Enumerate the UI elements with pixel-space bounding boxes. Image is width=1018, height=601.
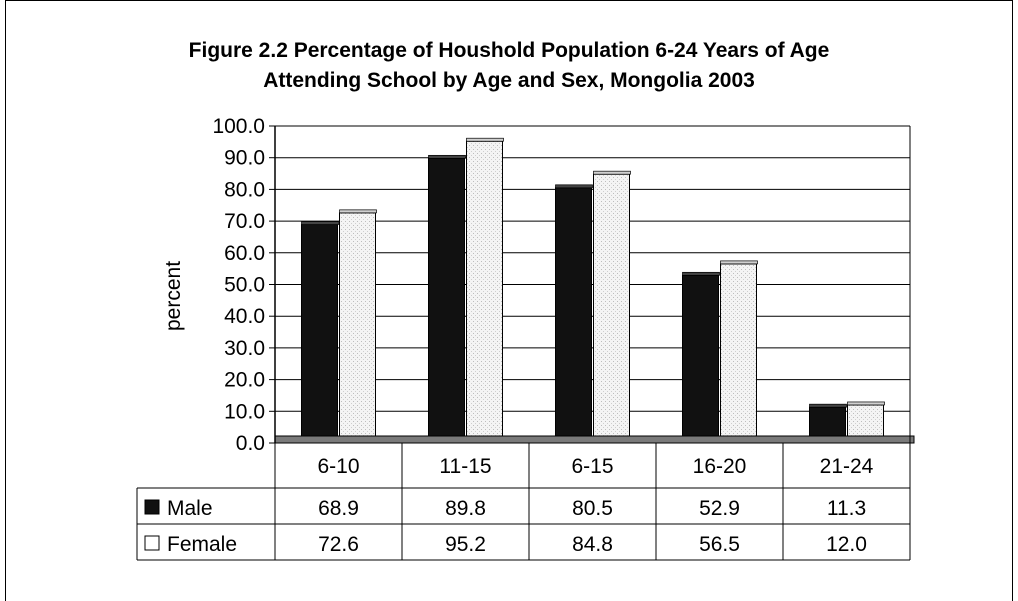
plot-floor	[274, 435, 915, 444]
x-tick-label: 21-24	[820, 455, 874, 478]
data-label-female: 95.2	[445, 533, 486, 556]
y-tick-label: 0.0	[236, 432, 265, 455]
data-label-male: 52.9	[699, 497, 740, 520]
bar-cap-female-6-10	[339, 209, 377, 214]
bar-male-11-15	[428, 157, 465, 437]
y-tick-label: 50.0	[224, 274, 265, 297]
legend-swatch-male	[144, 499, 160, 515]
bar-female-11-15	[466, 140, 503, 437]
bar-cap-male-6-15	[555, 184, 593, 189]
y-axis-label: percent	[162, 261, 185, 331]
x-tick-label: 11-15	[439, 455, 491, 478]
bar-female-21-24	[847, 404, 884, 437]
y-tick-label: 70.0	[224, 210, 265, 233]
y-tick-label: 20.0	[224, 369, 265, 392]
bar-female-6-15	[593, 173, 630, 437]
gridlines	[275, 125, 910, 412]
y-tick-label: 40.0	[224, 305, 265, 328]
y-tick-label: 100.0	[212, 115, 265, 138]
x-tick-label: 16-20	[693, 455, 747, 478]
bar-female-6-10	[339, 212, 376, 437]
bar-cap-male-6-10	[301, 221, 339, 225]
x-tick-label: 6-15	[571, 455, 613, 478]
chart-title: Figure 2.2 Percentage of Houshold Popula…	[0, 36, 1018, 96]
data-label-female: 12.0	[826, 533, 867, 556]
figure-frame	[5, 0, 1013, 601]
bar-male-16-20	[682, 274, 719, 437]
data-label-female: 56.5	[699, 533, 740, 556]
bar-cap-male-21-24	[809, 403, 847, 408]
bar-male-21-24	[809, 406, 846, 437]
data-table: 6-10 11-15 6-15 16-20 21-24 Male 68.9 89.8 80.5 5…	[136, 442, 911, 561]
y-tick-label: 60.0	[224, 242, 265, 265]
y-tick-label: 10.0	[224, 400, 265, 423]
data-label-male: 89.8	[445, 497, 486, 520]
data-label-female: 72.6	[318, 533, 359, 556]
bar-male-6-15	[555, 187, 592, 437]
bar-cap-female-6-15	[593, 170, 631, 175]
bar-cap-female-11-15	[466, 137, 504, 142]
bars	[301, 137, 885, 437]
data-label-female: 84.8	[572, 533, 613, 556]
floor-band	[274, 435, 915, 444]
legend-label-male: Male	[167, 497, 213, 520]
y-tick-label: 90.0	[224, 147, 265, 170]
bar-male-6-10	[301, 224, 338, 437]
legend-swatch-female	[144, 535, 160, 551]
data-label-male: 11.3	[827, 497, 866, 520]
legend-label-female: Female	[167, 533, 237, 556]
bar-cap-female-21-24	[847, 401, 885, 406]
chart-title-line-2: Attending School by Age and Sex, Mongoli…	[263, 69, 755, 92]
bar-cap-male-11-15	[428, 154, 466, 159]
bar-female-16-20	[720, 263, 757, 437]
x-tick-label: 6-10	[317, 455, 359, 478]
bar-cap-male-16-20	[682, 271, 720, 276]
data-label-male: 68.9	[318, 497, 359, 520]
y-axis: 0.0 10.0 20.0 30.0 40.0 50.0 60.0 70.0 80.0 90.0 1…	[212, 115, 911, 455]
data-label-male: 80.5	[572, 497, 613, 520]
bar-cap-female-16-20	[720, 260, 758, 265]
y-tick-label: 30.0	[224, 337, 265, 360]
y-tick-label: 80.0	[224, 178, 265, 201]
chart-title-line-1: Figure 2.2 Percentage of Houshold Popula…	[188, 39, 830, 62]
